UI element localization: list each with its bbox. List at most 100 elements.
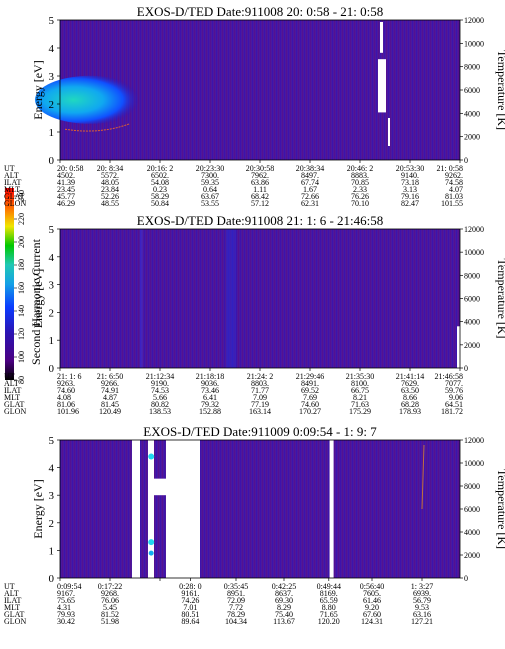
ephemeris-value: 0:17:22	[98, 582, 122, 591]
ephemeris-value: 23.84	[101, 185, 119, 194]
ephemeris-value: 50.84	[151, 199, 169, 208]
ephemeris-value: 73.18	[401, 178, 419, 187]
ephemeris-value: 5.45	[103, 603, 117, 612]
ephemeris-value: 6502.	[151, 171, 169, 180]
ephemeris-value: 21:46:58	[435, 372, 463, 381]
ephemeris-value: 9140.	[401, 171, 419, 180]
ephemeris-value: 53.55	[201, 199, 219, 208]
data-gap	[457, 326, 460, 368]
y2-tick-label: 6000	[464, 86, 480, 95]
ephemeris-value: 20:46: 2	[347, 164, 373, 173]
y2-tick-label: 2000	[464, 341, 480, 350]
ephemeris-value: 59.35	[201, 178, 219, 187]
ephemeris-value: 20:23:30	[196, 164, 224, 173]
ephemeris-value: 59.76	[445, 386, 463, 395]
ephemeris-value: 8637.	[275, 589, 293, 598]
y-tick-label: 0	[49, 363, 55, 375]
ephemeris-value: 8100.	[351, 379, 369, 388]
ephemeris-value: 7629.	[401, 379, 419, 388]
ephemeris-value: 7300.	[201, 171, 219, 180]
ephemeris-row-label: UT	[4, 164, 15, 173]
ephemeris-value: 74.58	[445, 178, 463, 187]
data-gap	[166, 440, 200, 578]
y-tick-label: 2	[49, 307, 55, 319]
ephemeris-value: 104.34	[225, 617, 247, 626]
ephemeris-value: 82.47	[401, 199, 419, 208]
ephemeris-value: 7077.	[445, 379, 463, 388]
ephemeris-value: 7962.	[251, 171, 269, 180]
ephemeris-value: 0.23	[153, 185, 167, 194]
y-axis-label: Energy [eV]	[31, 269, 45, 328]
ephemeris-value: 58.29	[151, 192, 169, 201]
y2-tick-label: 0	[464, 574, 468, 583]
ephemeris-row-label: ILAT	[4, 386, 21, 395]
ephemeris-value: 81.45	[101, 400, 119, 409]
ephemeris-row-label: UT	[4, 372, 15, 381]
ephemeris-value: 48.55	[101, 199, 119, 208]
ephemeris-value: 68.28	[401, 400, 419, 409]
ephemeris-value: 69.52	[301, 386, 319, 395]
spectrogram-background	[60, 440, 460, 578]
y-tick-label: 4	[49, 43, 55, 55]
ephemeris-value: 3.13	[403, 185, 417, 194]
ephemeris-value: 61.46	[363, 596, 381, 605]
y2-axis-label: Temperature [K]	[495, 50, 505, 130]
ephemeris-value: 63.50	[401, 386, 419, 395]
ephemeris-value: 76.26	[351, 192, 369, 201]
data-gap	[378, 59, 386, 113]
ephemeris-row-label: GLAT	[4, 192, 25, 201]
y-tick-label: 3	[49, 280, 55, 292]
ephemeris-value: 21:12:34	[146, 372, 174, 381]
ephemeris-value: 72.09	[227, 596, 245, 605]
ephemeris-row-label: ILAT	[4, 596, 21, 605]
ephemeris-value: 51.98	[101, 617, 119, 626]
y2-tick-label: 6000	[464, 295, 480, 304]
y-tick-label: 3	[49, 490, 55, 502]
ephemeris-value: 8497.	[301, 171, 319, 180]
y2-tick-label: 0	[464, 156, 468, 165]
ephemeris-value: 70.10	[351, 199, 369, 208]
ephemeris-value: 0:56:40	[360, 582, 384, 591]
emission-feature	[148, 550, 154, 556]
ephemeris-value: 46.29	[57, 199, 75, 208]
y2-tick-label: 4000	[464, 109, 480, 118]
y2-tick-label: 12000	[464, 436, 484, 445]
ephemeris-value: 4.31	[57, 603, 71, 612]
ephemeris-value: 4.07	[449, 185, 463, 194]
ephemeris-row-label: ILAT	[4, 178, 21, 187]
ephemeris-value: 72.66	[301, 192, 319, 201]
ephemeris-value: 80.51	[181, 610, 199, 619]
ephemeris-value: 138.53	[149, 407, 171, 416]
ephemeris-value: 57.12	[251, 199, 269, 208]
data-gap	[132, 440, 140, 578]
ephemeris-value: 70.85	[351, 178, 369, 187]
ephemeris-value: 41.39	[57, 178, 75, 187]
y-tick-label: 5	[49, 224, 55, 236]
colorbar-tick-label: 80	[17, 376, 26, 384]
data-gap	[329, 440, 334, 578]
ephemeris-value: 0:28: 0	[179, 582, 201, 591]
ephemeris-row-label: GLAT	[4, 400, 25, 409]
ephemeris-row-label: GLON	[4, 199, 26, 208]
ephemeris-value: 4.87	[103, 393, 117, 402]
ephemeris-value: 78.29	[227, 610, 245, 619]
y-tick-label: 1	[49, 335, 55, 347]
colorbar-tick-label: 160	[17, 282, 26, 294]
ephemeris-value: 113.67	[273, 617, 295, 626]
ephemeris-value: 9263.	[57, 379, 75, 388]
ephemeris-value: 89.64	[181, 617, 199, 626]
y-tick-label: 0	[49, 155, 55, 167]
y2-tick-label: 12000	[464, 16, 484, 25]
ephemeris-value: 124.31	[361, 617, 383, 626]
ephemeris-value: 2.33	[353, 185, 367, 194]
ephemeris-value: 170.27	[299, 407, 321, 416]
ephemeris-value: 8883.	[351, 171, 369, 180]
ephemeris-value: 5.66	[153, 393, 167, 402]
ephemeris-value: 7.09	[253, 393, 267, 402]
ephemeris-value: 5572.	[101, 171, 119, 180]
ephemeris-value: 21:35:30	[346, 372, 374, 381]
ephemeris-value: 74.53	[151, 386, 169, 395]
ephemeris-value: 0:42:25	[272, 582, 296, 591]
ephemeris-value: 6.41	[203, 393, 217, 402]
y2-tick-label: 8000	[464, 271, 480, 280]
